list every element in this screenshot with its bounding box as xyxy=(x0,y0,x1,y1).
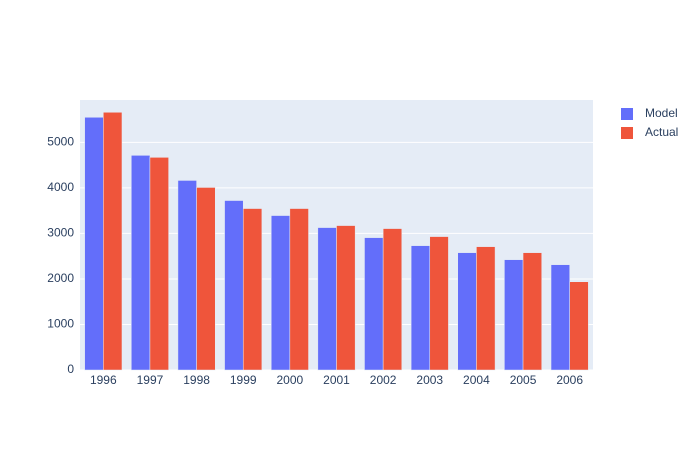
x-tick-label: 1997 xyxy=(137,373,164,387)
x-tick-label: 2005 xyxy=(510,373,537,387)
x-tick-label: 2004 xyxy=(463,373,490,387)
x-tick-label: 2002 xyxy=(370,373,397,387)
legend-swatch[interactable] xyxy=(621,127,633,139)
bar xyxy=(336,225,356,371)
y-tick-label: 1000 xyxy=(47,317,74,331)
y-tick-label: 4000 xyxy=(47,180,74,194)
bar xyxy=(410,245,431,371)
x-tick-label: 2001 xyxy=(323,373,350,387)
bar xyxy=(289,208,309,371)
bar xyxy=(149,157,169,371)
x-tick-label: 1999 xyxy=(230,373,257,387)
bar xyxy=(429,236,449,371)
x-tick-label: 2006 xyxy=(556,373,583,387)
bar xyxy=(103,112,123,371)
bar xyxy=(504,259,524,371)
bar xyxy=(522,252,542,371)
bar xyxy=(364,237,384,371)
x-tick-label: 2003 xyxy=(416,373,443,387)
x-tick-label: 1996 xyxy=(90,373,117,387)
y-tick-label: 5000 xyxy=(47,135,74,149)
y-tick-label: 0 xyxy=(67,362,74,376)
bar xyxy=(457,252,477,371)
bar xyxy=(84,117,104,371)
x-tick-label: 1998 xyxy=(183,373,210,387)
bar xyxy=(476,246,496,371)
legend-swatch[interactable] xyxy=(621,108,633,120)
bar xyxy=(550,264,570,371)
bar xyxy=(224,200,244,371)
y-tick-label: 2000 xyxy=(47,271,74,285)
legend-label[interactable]: Actual xyxy=(645,125,678,139)
bar xyxy=(270,215,291,371)
bar xyxy=(131,155,151,371)
bar xyxy=(177,180,197,371)
y-tick-label: 3000 xyxy=(47,226,74,240)
legend-label[interactable]: Model xyxy=(645,106,678,120)
bar xyxy=(242,208,263,371)
bar xyxy=(317,227,337,371)
bar xyxy=(382,228,403,371)
bar xyxy=(569,281,589,371)
bar xyxy=(196,187,216,371)
x-tick-label: 2000 xyxy=(277,373,304,387)
